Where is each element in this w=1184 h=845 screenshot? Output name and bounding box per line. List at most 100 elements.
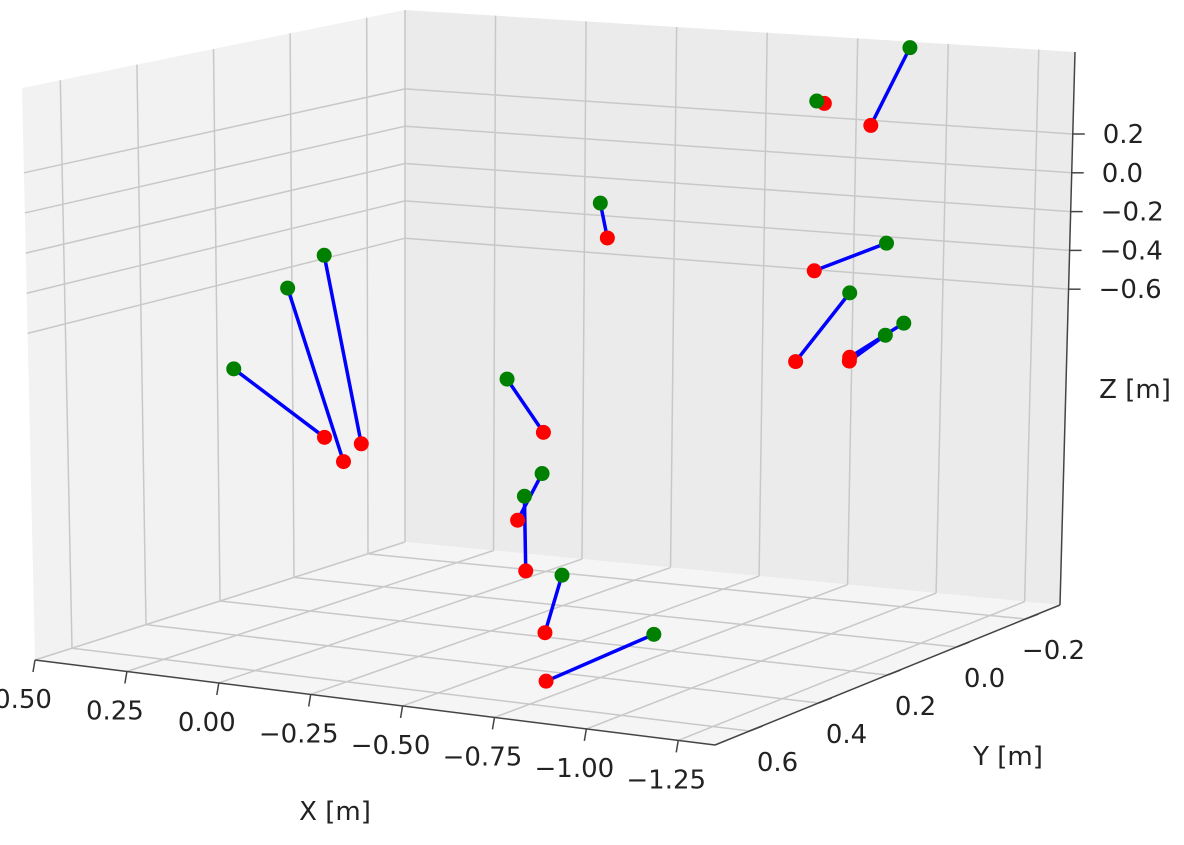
green-point [646,626,662,642]
y-tick [818,697,832,704]
z-tick-label: −0.2 [1101,198,1164,228]
x-gridline-wall [1023,49,1040,602]
y-gridline-floor [71,647,750,732]
red-point [353,436,369,452]
x-tick-label: −0.25 [259,719,339,749]
red-point [806,263,822,279]
green-point [280,280,296,296]
green-point [809,93,825,109]
pair-link-line [869,45,912,128]
y-tick-label: 0.6 [757,748,798,778]
pair-link-line [522,494,528,573]
green-point [842,285,858,301]
pane-back-wall [405,10,1075,605]
x-tick [491,717,496,730]
x-axis-label: X [m] [299,797,371,827]
z-gridline-back-wall [404,237,1069,290]
y-axis-label: Y [m] [972,742,1043,772]
z-tick-label: 0.2 [1103,120,1144,150]
z-tick-label: −0.6 [1099,275,1162,305]
x-axis-line [34,659,716,746]
pair-link-line [505,377,546,435]
x-tick [675,740,679,753]
x-gridline-wall [492,15,497,551]
z-gridline-left-wall [27,237,406,335]
axes-ticks [32,133,1085,753]
y-gridline-wall [59,80,73,649]
y-tick-label: 0.0 [964,664,1005,694]
red-point [317,429,333,445]
pair-link-line [232,367,327,440]
x-tick-label: 0.25 [86,696,144,726]
red-point [788,354,804,370]
y-tick-label: 0.2 [895,692,936,722]
y-tick-label: 0.4 [826,720,867,750]
x-tick [307,694,312,707]
y-gridline-floor [219,600,888,676]
z-tick-label: −0.4 [1100,236,1163,266]
y-tick [887,669,901,676]
green-point [879,235,895,251]
z-gridline-left-wall [25,162,406,254]
red-point [510,512,526,528]
red-point [518,563,534,579]
x-gridline-wall [669,27,678,568]
x-tick-label: −0.75 [443,742,523,772]
pair-link-line [322,253,364,446]
x-tick-label: −1.00 [535,754,615,784]
x-tick [399,705,404,719]
y-gridline-floor [293,576,957,648]
y-gridline-floor [367,553,1026,620]
green-point [516,488,532,504]
z-gridline-left-wall [23,88,406,174]
y-gridline-floor [145,623,819,704]
red-point [538,673,554,689]
z-gridline-back-wall [404,125,1072,174]
x-tick [216,682,220,696]
red-point [535,424,551,440]
green-point [226,361,242,377]
pair-link-line [812,241,889,273]
green-point [592,195,608,211]
red-point [537,625,553,641]
z-gridline-back-wall [404,88,1073,135]
axis-tick-labels: 0.50 0.25 0.00 −0.25 −0.50 −0.75 −1.00 −1.25 −0.… [0,120,1164,795]
x-gridline-wall [935,44,949,594]
pair-link-line [543,573,564,635]
red-point [863,117,879,133]
pane-floor [35,542,1060,745]
green-point [534,466,550,482]
x-tick-label: 0.50 [0,685,52,715]
green-point [554,567,570,583]
z-tick-label: 0.0 [1102,159,1143,189]
x-tick-label: 0.00 [178,708,236,738]
red-point [335,454,351,470]
y-tick [1025,613,1039,620]
z-gridline-left-wall [26,200,406,294]
z-axis-label: Z [m] [1099,375,1171,405]
x-tick-label: −0.50 [351,731,431,761]
data-points [226,40,918,689]
green-point [902,40,918,56]
pane-left-wall [22,10,405,660]
x-tick [32,659,36,673]
axes-grid [23,10,1073,742]
y-tick [956,641,970,648]
y-gridline-wall [365,17,369,554]
pair-link-line [793,291,852,364]
y-tick [749,725,763,732]
y-tick-label: −0.2 [1022,636,1085,666]
pair-link-line [544,632,656,683]
z-gridline-back-wall [404,162,1071,213]
x-tick [583,728,588,742]
y-gridline-wall [136,64,147,625]
pair-links [232,45,912,683]
x-tick [124,671,128,684]
green-point [499,371,515,387]
z-gridline-left-wall [24,125,406,214]
z-axis-line [1059,51,1076,606]
x-gridline-wall [758,32,768,577]
z-gridline-back-wall [404,200,1070,252]
green-point [877,327,893,343]
